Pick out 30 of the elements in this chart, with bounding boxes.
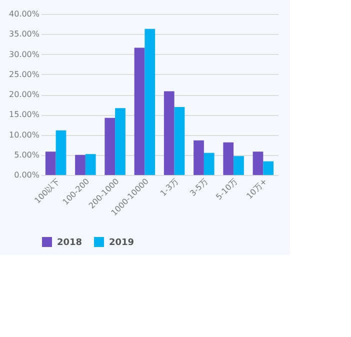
bar <box>85 154 96 175</box>
bar <box>144 28 156 175</box>
bar <box>45 152 56 175</box>
y-tick-label: 5.00% <box>14 150 40 160</box>
y-tick-label: 40.00% <box>8 10 40 18</box>
bar <box>194 140 204 175</box>
legend-label: 2018 <box>57 238 82 248</box>
bar <box>115 108 126 175</box>
bar <box>204 152 214 175</box>
y-tick-label: 35.00% <box>8 30 40 39</box>
x-tick-label: 3-5万 <box>188 176 210 198</box>
y-tick-label: 20.00% <box>8 90 40 99</box>
y-tick-label: 25.00% <box>8 70 40 79</box>
x-tick-label: 1-3万 <box>158 176 180 198</box>
x-tick-label: 10万+ <box>244 176 269 201</box>
bar <box>56 130 66 175</box>
bar <box>223 142 234 175</box>
y-tick-label: 0.00% <box>14 170 40 180</box>
bar <box>252 152 264 175</box>
y-tick-label: 15.00% <box>8 110 40 120</box>
bar <box>134 48 145 175</box>
legend-label: 2019 <box>109 238 134 248</box>
y-tick-label: 30.00% <box>8 50 40 59</box>
bar <box>164 91 174 175</box>
bar <box>234 156 244 175</box>
bar <box>263 161 274 175</box>
bar <box>75 154 86 175</box>
y-tick-label: 10.00% <box>8 130 40 140</box>
bar <box>174 106 185 175</box>
bar <box>104 118 116 175</box>
